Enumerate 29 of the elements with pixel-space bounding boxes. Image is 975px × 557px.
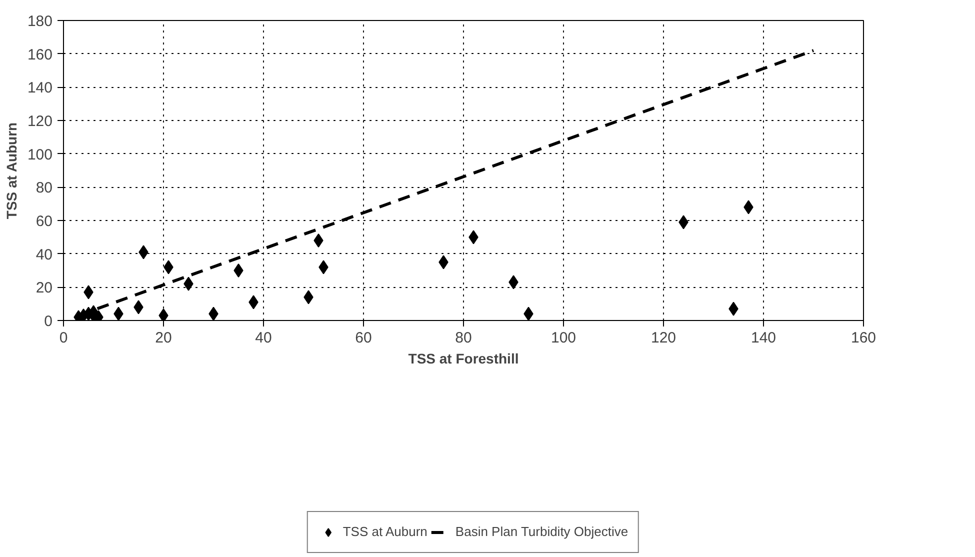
- y-tick-label: 20: [36, 280, 53, 297]
- x-tick-label: 100: [550, 330, 576, 346]
- x-tick-label: 120: [650, 330, 676, 346]
- point: [158, 308, 168, 320]
- y-tick-label: 40: [36, 246, 53, 264]
- y-tick-label: 80: [36, 180, 53, 197]
- point: [234, 264, 244, 278]
- x-tick-label: 60: [355, 330, 372, 346]
- x-axis-title: TSS at Foresthill: [408, 350, 519, 366]
- y-tick-label: 180: [27, 13, 53, 30]
- y-axis-title: TSS at Auburn: [3, 122, 20, 220]
- y-tick-label: 160: [27, 46, 53, 64]
- y-tick-label: 60: [36, 213, 53, 230]
- point: [208, 306, 218, 320]
- y-tick-label: 140: [27, 80, 53, 97]
- x-tick-label: 20: [155, 330, 172, 346]
- x-tick-label: 160: [850, 330, 876, 346]
- x-tick-label: 80: [455, 330, 472, 346]
- legend-label: Basin Plan Turbidity Objective: [455, 524, 628, 540]
- legend-label: TSS at Auburn: [342, 524, 428, 540]
- point: [524, 306, 534, 320]
- x-tick-label: 0: [59, 330, 68, 346]
- point: [314, 234, 324, 248]
- y-tick-label: 0: [44, 313, 52, 330]
- x-tick-label: 40: [255, 330, 272, 346]
- y-tick-label: 100: [27, 146, 53, 164]
- y-tick-label: 120: [27, 113, 53, 130]
- x-tick-label: 140: [750, 330, 776, 346]
- point: [114, 306, 124, 320]
